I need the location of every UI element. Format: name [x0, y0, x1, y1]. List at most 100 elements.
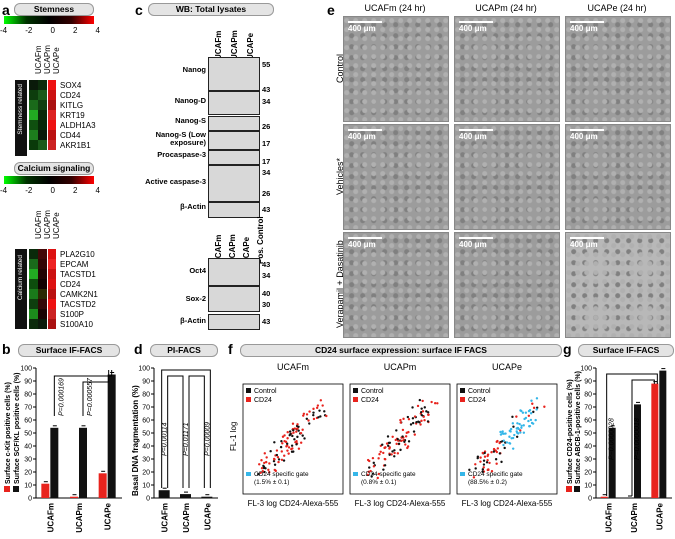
facs-event	[420, 413, 423, 417]
facs-event	[483, 451, 486, 455]
facs-event	[399, 448, 402, 452]
facs-event	[416, 404, 420, 408]
facs-event	[530, 421, 534, 425]
facs-event	[273, 463, 277, 466]
panel-b-label: b	[2, 341, 11, 357]
x-category-label: UCAPe	[104, 502, 113, 530]
facs-event	[395, 442, 398, 446]
facs-event	[381, 443, 384, 446]
facs-event	[423, 419, 426, 422]
mw-marker: 17	[262, 139, 271, 148]
facs-event	[268, 471, 271, 474]
facs-event	[279, 445, 283, 449]
facs-event	[490, 470, 494, 473]
blot-row-label: Active caspase-3	[145, 177, 206, 186]
heatmap-row	[29, 299, 57, 309]
facs-event	[291, 447, 294, 450]
facs-event	[292, 431, 295, 434]
mw-marker: 43	[262, 85, 271, 94]
facs-event	[503, 446, 506, 450]
facs-event	[492, 447, 496, 451]
gene-label: SOX4	[60, 81, 82, 90]
facs-event	[297, 447, 301, 450]
facs-event	[305, 417, 309, 420]
facs-event	[281, 435, 285, 438]
facs-event	[422, 415, 425, 418]
heatmap-cell	[29, 299, 38, 309]
facs-event	[522, 424, 525, 427]
micrograph-image: 400 μm	[343, 232, 449, 338]
heatmap-row	[29, 90, 57, 100]
heatmap-cell	[47, 120, 57, 130]
facs-event	[315, 406, 319, 410]
western-blot: UCAFm UCAPm UCAPe Nanog Nanog-D Nanog-S Nanog-…	[134, 0, 280, 336]
facs-event	[317, 416, 320, 419]
bar	[659, 370, 667, 498]
scale-bar-label: 400 μm	[570, 24, 598, 33]
legend-label: CD24	[468, 397, 486, 404]
significance-bracket	[161, 369, 211, 488]
facs-event	[289, 432, 292, 436]
legend-label: CD24	[254, 397, 272, 404]
facs-event	[290, 444, 294, 447]
facs-event	[520, 424, 523, 428]
facs-event	[498, 441, 501, 445]
gene-label: KITLG	[60, 101, 84, 110]
facs-event	[501, 430, 504, 433]
heatmap-cell	[29, 90, 38, 100]
facs-event	[285, 445, 288, 448]
x-category-label: UCAPe	[655, 502, 664, 530]
scale-bar-label: 400 μm	[459, 240, 487, 249]
heatmap-cell	[38, 140, 48, 150]
significance-bracket	[53, 370, 113, 416]
y-tick-label: 20	[142, 470, 150, 477]
facs-event	[292, 429, 295, 432]
facs-event	[369, 469, 372, 473]
scale-bar-label: 400 μm	[570, 132, 598, 141]
facs-event	[302, 414, 305, 417]
facs-event	[515, 415, 518, 418]
facs-event	[406, 415, 410, 419]
wb-col-label: UCAPe	[246, 32, 255, 60]
facs-event	[524, 411, 528, 414]
y-tick-label: 60	[584, 418, 592, 425]
facs-event	[295, 430, 298, 433]
wb-col-label: UCAFm	[214, 30, 223, 60]
heatmap-cell	[47, 319, 57, 329]
heatmap-row	[29, 289, 57, 299]
facs-event	[528, 425, 531, 428]
heatmap-cell	[29, 110, 38, 120]
x-category-label: UCAPe	[203, 502, 212, 530]
y-tick-label: 20	[24, 470, 32, 477]
facs-event	[512, 425, 515, 428]
y-tick-label: 60	[24, 418, 32, 425]
legend-label: CD24	[361, 397, 379, 404]
facs-event	[261, 470, 264, 473]
heatmap-cell	[47, 279, 57, 289]
facs-event	[481, 451, 484, 455]
facs-event	[412, 430, 416, 433]
y-tick-label: 100	[138, 366, 150, 373]
p-value: P=0.000169	[58, 378, 65, 416]
facs-plot-frame	[456, 383, 558, 495]
gate-label: CD24 specific gate	[361, 471, 416, 478]
heatmap-cell	[38, 269, 48, 279]
mw-marker: 34	[262, 271, 271, 280]
facs-event	[312, 413, 315, 417]
facs-event	[275, 453, 279, 457]
y-tick-label: 90	[24, 379, 32, 386]
heatmap-cell	[38, 80, 48, 90]
x-category-label: UCAFm	[161, 503, 170, 532]
facs-event	[488, 461, 491, 465]
facs-event	[426, 411, 430, 414]
facs-event	[500, 460, 503, 464]
facs-event	[290, 450, 294, 453]
facs-event	[258, 463, 261, 466]
facs-event	[468, 468, 471, 472]
mw-marker: 34	[262, 168, 271, 177]
facs-event	[283, 434, 286, 437]
facs-event	[293, 427, 297, 430]
facs-event	[418, 398, 422, 402]
y-tick-label: 90	[142, 379, 150, 386]
facs-event	[283, 454, 286, 457]
